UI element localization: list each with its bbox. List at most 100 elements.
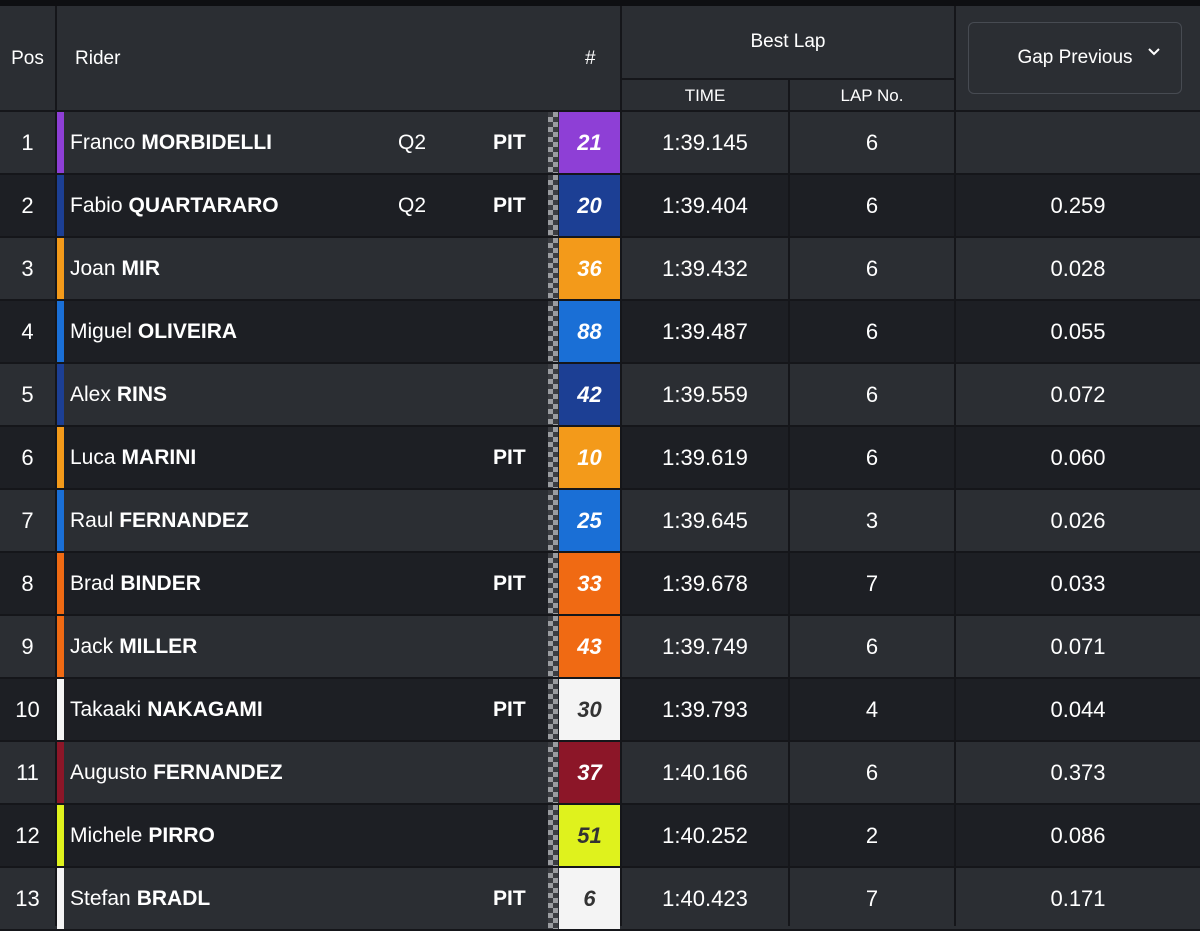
- pit-indicator: PIT: [493, 445, 526, 469]
- position: 2: [21, 192, 34, 218]
- table-row[interactable]: 2 Fabio QUARTARARO Q2 PIT 20 1:39.404 6 0.259: [0, 175, 1200, 238]
- best-lap-time: 1:39.619: [662, 444, 748, 470]
- rider-name[interactable]: Augusto FERNANDEZ: [70, 742, 283, 803]
- rider-name[interactable]: Michele PIRRO: [70, 805, 215, 866]
- chevron-down-icon: [1148, 48, 1160, 56]
- rider-name[interactable]: Fabio QUARTARARO: [70, 175, 279, 236]
- team-color-bar: [57, 553, 64, 614]
- best-lap-number: 3: [865, 507, 879, 533]
- checkered-flag-strip: [548, 868, 558, 929]
- best-lap-number: 6: [865, 444, 879, 470]
- table-row[interactable]: 4 Miguel OLIVEIRA 88 1:39.487 6 0.055: [0, 301, 1200, 364]
- table-row[interactable]: 7 Raul FERNANDEZ 25 1:39.645 3 0.026: [0, 490, 1200, 553]
- rider-number: 6: [559, 868, 620, 929]
- column-divider-pos: [55, 6, 57, 926]
- rider-first-name: Jack: [70, 634, 114, 658]
- rider-number: 21: [559, 112, 620, 173]
- rider-number: 20: [559, 175, 620, 236]
- rider-name[interactable]: Franco MORBIDELLI: [70, 112, 272, 173]
- position: 12: [15, 822, 40, 848]
- rider-first-name: Raul: [70, 508, 114, 532]
- rider-name[interactable]: Jack MILLER: [70, 616, 197, 677]
- best-lap-number: 4: [865, 696, 879, 722]
- table-row[interactable]: 11 Augusto FERNANDEZ 37 1:40.166 6 0.373: [0, 742, 1200, 805]
- rider-name[interactable]: Luca MARINI: [70, 427, 196, 488]
- table-row[interactable]: 13 Stefan BRADL PIT 6 1:40.423 7 0.171: [0, 868, 1200, 931]
- column-divider-lap: [954, 6, 956, 926]
- standings-table: 1 Franco MORBIDELLI Q2 PIT 21 1:39.145 6 2 Fabio Q…: [0, 112, 1200, 931]
- table-row[interactable]: 8 Brad BINDER PIT 33 1:39.678 7 0.033: [0, 553, 1200, 616]
- table-row[interactable]: 6 Luca MARINI PIT 10 1:39.619 6 0.060: [0, 427, 1200, 490]
- table-row[interactable]: 9 Jack MILLER 43 1:39.749 6 0.071: [0, 616, 1200, 679]
- best-lap-number: 6: [865, 318, 879, 344]
- checkered-flag-strip: [548, 175, 558, 236]
- rider-first-name: Fabio: [70, 193, 123, 217]
- rider-first-name: Takaaki: [70, 697, 142, 721]
- q2-indicator: Q2: [398, 130, 427, 154]
- best-lap-time: 1:39.645: [662, 507, 748, 533]
- rider-first-name: Joan: [70, 256, 116, 280]
- rider-name[interactable]: Takaaki NAKAGAMI: [70, 679, 263, 740]
- rider-number: 30: [559, 679, 620, 740]
- gap-previous: 0.026: [1050, 507, 1106, 533]
- team-color-bar: [57, 238, 64, 299]
- checkered-flag-strip: [548, 364, 558, 425]
- rider-first-name: Franco: [70, 130, 136, 154]
- gap-mode-select[interactable]: Gap Previous: [968, 22, 1182, 94]
- gap-previous: 0.259: [1050, 192, 1106, 218]
- best-lap-time: 1:39.793: [662, 696, 748, 722]
- rider-name[interactable]: Miguel OLIVEIRA: [70, 301, 237, 362]
- team-color-bar: [57, 805, 64, 866]
- pit-indicator: PIT: [493, 886, 526, 910]
- rider-last-name: BINDER: [120, 571, 201, 595]
- gap-previous: [956, 112, 1200, 173]
- gap-mode-label: Gap Previous: [1017, 47, 1133, 68]
- rider-name[interactable]: Brad BINDER: [70, 553, 201, 614]
- table-row[interactable]: 10 Takaaki NAKAGAMI PIT 30 1:39.793 4 0.044: [0, 679, 1200, 742]
- position: 11: [16, 759, 39, 785]
- gap-previous: 0.171: [1050, 885, 1106, 911]
- team-color-bar: [57, 301, 64, 362]
- table-row[interactable]: 1 Franco MORBIDELLI Q2 PIT 21 1:39.145 6: [0, 112, 1200, 175]
- table-row[interactable]: 3 Joan MIR 36 1:39.432 6 0.028: [0, 238, 1200, 301]
- pos-header: Pos: [11, 48, 44, 69]
- rider-last-name: OLIVEIRA: [137, 319, 238, 343]
- best-lap-number: 6: [865, 759, 879, 785]
- rider-first-name: Augusto: [70, 760, 148, 784]
- number-header: #: [585, 48, 596, 69]
- rider-number: 42: [559, 364, 620, 425]
- gap-previous: 0.060: [1050, 444, 1106, 470]
- checkered-flag-strip: [548, 112, 558, 173]
- rider-name[interactable]: Raul FERNANDEZ: [70, 490, 249, 551]
- best-lap-number: 6: [865, 255, 879, 281]
- rider-first-name: Brad: [70, 571, 115, 595]
- gap-previous: 0.072: [1050, 381, 1106, 407]
- team-color-bar: [57, 112, 64, 173]
- rider-first-name: Miguel: [70, 319, 132, 343]
- rider-name[interactable]: Stefan BRADL: [70, 868, 210, 929]
- table-row[interactable]: 12 Michele PIRRO 51 1:40.252 2 0.086: [0, 805, 1200, 868]
- best-lap-time: 1:40.252: [662, 822, 748, 848]
- position: 8: [21, 570, 34, 596]
- position: 1: [21, 129, 34, 155]
- rider-first-name: Luca: [70, 445, 116, 469]
- rider-first-name: Alex: [70, 382, 111, 406]
- q2-indicator: Q2: [398, 193, 427, 217]
- pit-indicator: PIT: [493, 571, 526, 595]
- rider-header: Rider: [75, 48, 121, 69]
- gap-previous: 0.028: [1050, 255, 1106, 281]
- best-lap-time: 1:39.749: [662, 633, 748, 659]
- table-row[interactable]: 5 Alex RINS 42 1:39.559 6 0.072: [0, 364, 1200, 427]
- team-color-bar: [57, 742, 64, 803]
- gap-previous: 0.033: [1050, 570, 1106, 596]
- rider-last-name: PIRRO: [148, 823, 215, 847]
- best-lap-time: 1:39.487: [662, 318, 748, 344]
- team-color-bar: [57, 175, 64, 236]
- best-lap-number: 7: [865, 885, 879, 911]
- rider-name[interactable]: Joan MIR: [70, 238, 160, 299]
- best-lap-time: 1:40.423: [662, 885, 748, 911]
- rider-last-name: MARINI: [121, 445, 197, 469]
- rider-name[interactable]: Alex RINS: [70, 364, 167, 425]
- checkered-flag-strip: [548, 553, 558, 614]
- gap-previous: 0.044: [1050, 696, 1106, 722]
